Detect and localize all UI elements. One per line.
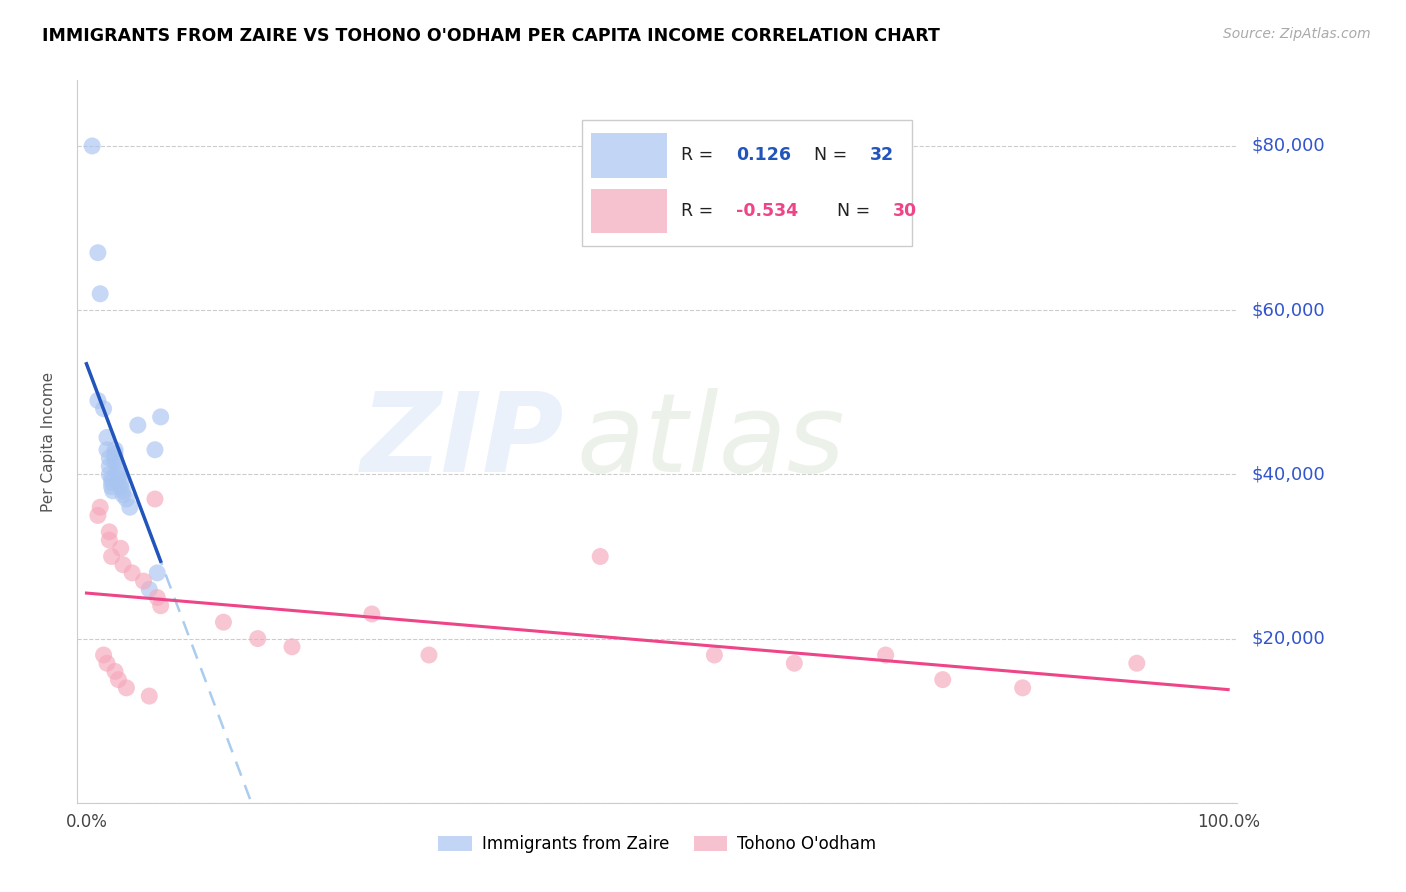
Point: [98, 524, 121, 539]
Point: [110, 480, 132, 494]
FancyBboxPatch shape: [591, 189, 666, 233]
Point: [100, 480, 122, 494]
Point: [1126, 657, 1149, 671]
Text: $20,000: $20,000: [1251, 630, 1324, 648]
Point: [115, 681, 138, 695]
Point: [143, 442, 166, 457]
Point: [104, 665, 127, 679]
Text: 32: 32: [869, 146, 894, 164]
Point: [111, 558, 134, 572]
Y-axis label: Per Capita Income: Per Capita Income: [42, 371, 56, 512]
Point: [418, 648, 440, 662]
FancyBboxPatch shape: [591, 133, 666, 178]
Point: [875, 648, 897, 662]
Text: R =: R =: [681, 146, 713, 164]
Point: [98, 450, 121, 465]
FancyBboxPatch shape: [582, 120, 912, 246]
Point: [360, 607, 382, 621]
Text: 30: 30: [893, 202, 917, 220]
Point: [110, 541, 132, 556]
Point: [82, 139, 104, 153]
Text: $60,000: $60,000: [1251, 301, 1324, 319]
Point: [146, 566, 169, 580]
Point: [100, 549, 122, 564]
Point: [246, 632, 269, 646]
Point: [89, 500, 111, 515]
Point: [703, 648, 725, 662]
Point: [1011, 681, 1033, 695]
Point: [149, 599, 172, 613]
Text: R =: R =: [681, 202, 713, 220]
Point: [87, 508, 110, 523]
Text: N =: N =: [814, 146, 848, 164]
Text: $40,000: $40,000: [1251, 466, 1324, 483]
Point: [87, 393, 110, 408]
Point: [111, 488, 134, 502]
Point: [96, 657, 118, 671]
Point: [121, 566, 143, 580]
Point: [118, 500, 141, 515]
Point: [93, 648, 115, 662]
Text: IMMIGRANTS FROM ZAIRE VS TOHONO O'ODHAM PER CAPITA INCOME CORRELATION CHART: IMMIGRANTS FROM ZAIRE VS TOHONO O'ODHAM …: [42, 27, 941, 45]
Point: [107, 673, 129, 687]
Point: [589, 549, 612, 564]
Text: Source: ZipAtlas.com: Source: ZipAtlas.com: [1223, 27, 1371, 41]
Point: [138, 689, 160, 703]
Point: [93, 401, 115, 416]
Text: N =: N =: [837, 202, 870, 220]
Point: [100, 475, 122, 490]
Point: [104, 447, 127, 461]
Legend: Immigrants from Zaire, Tohono O'odham: Immigrants from Zaire, Tohono O'odham: [432, 828, 883, 860]
Point: [98, 533, 121, 547]
Point: [107, 467, 129, 482]
Point: [143, 491, 166, 506]
Text: $80,000: $80,000: [1251, 137, 1324, 155]
Point: [87, 245, 110, 260]
Point: [104, 455, 127, 469]
Point: [101, 483, 124, 498]
Point: [89, 286, 111, 301]
Point: [107, 471, 129, 485]
Point: [111, 483, 134, 498]
Text: -0.534: -0.534: [737, 202, 799, 220]
Point: [146, 591, 169, 605]
Point: [212, 615, 235, 630]
Point: [149, 409, 172, 424]
Point: [783, 657, 806, 671]
Point: [110, 475, 132, 490]
Point: [127, 418, 149, 433]
Point: [96, 430, 118, 444]
Point: [98, 467, 121, 482]
Text: 0.126: 0.126: [737, 146, 792, 164]
Point: [115, 491, 138, 506]
Point: [98, 459, 121, 474]
Point: [105, 463, 128, 477]
Text: atlas: atlas: [576, 388, 845, 495]
Point: [132, 574, 155, 588]
Point: [932, 673, 955, 687]
Text: ZIP: ZIP: [361, 388, 565, 495]
Point: [138, 582, 160, 597]
Point: [104, 450, 127, 465]
Point: [100, 471, 122, 485]
Point: [281, 640, 304, 654]
Point: [96, 442, 118, 457]
Point: [104, 442, 127, 457]
